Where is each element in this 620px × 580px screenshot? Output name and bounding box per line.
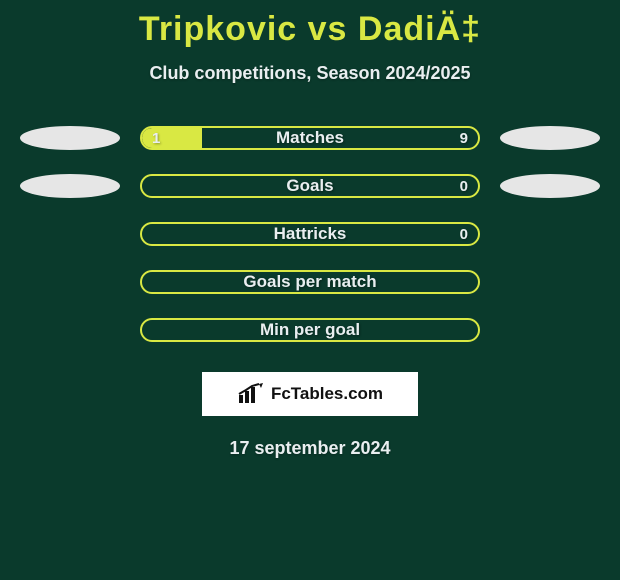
stat-bar: Min per goal	[140, 318, 480, 342]
left-team-badge	[20, 174, 120, 198]
comparison-row: Hattricks0	[10, 222, 610, 246]
page-subtitle: Club competitions, Season 2024/2025	[149, 63, 470, 84]
bar-chart-icon	[237, 383, 265, 405]
stat-label: Goals	[142, 176, 478, 196]
stat-bar: Matches19	[140, 126, 480, 150]
comparison-rows: Matches19Goals0Hattricks0Goals per match…	[0, 126, 620, 342]
stat-right-value: 0	[450, 176, 478, 196]
comparison-row: Min per goal	[10, 318, 610, 342]
left-team-badge	[20, 126, 120, 150]
comparison-row: Goals per match	[10, 270, 610, 294]
right-team-badge	[500, 126, 600, 150]
stat-label: Goals per match	[142, 272, 478, 292]
stat-bar: Goals per match	[140, 270, 480, 294]
right-team-badge	[500, 174, 600, 198]
stat-bar: Goals0	[140, 174, 480, 198]
comparison-row: Goals0	[10, 174, 610, 198]
date-text: 17 september 2024	[229, 438, 390, 459]
stat-right-value: 9	[450, 128, 478, 148]
comparison-row: Matches19	[10, 126, 610, 150]
stat-right-value: 0	[450, 224, 478, 244]
site-logo-text: FcTables.com	[271, 384, 383, 404]
stat-label: Min per goal	[142, 320, 478, 340]
page-title: Tripkovic vs DadiÄ‡	[139, 10, 481, 49]
stat-bar-fill	[142, 128, 202, 148]
stat-label: Hattricks	[142, 224, 478, 244]
stat-bar: Hattricks0	[140, 222, 480, 246]
site-logo: FcTables.com	[202, 372, 418, 416]
